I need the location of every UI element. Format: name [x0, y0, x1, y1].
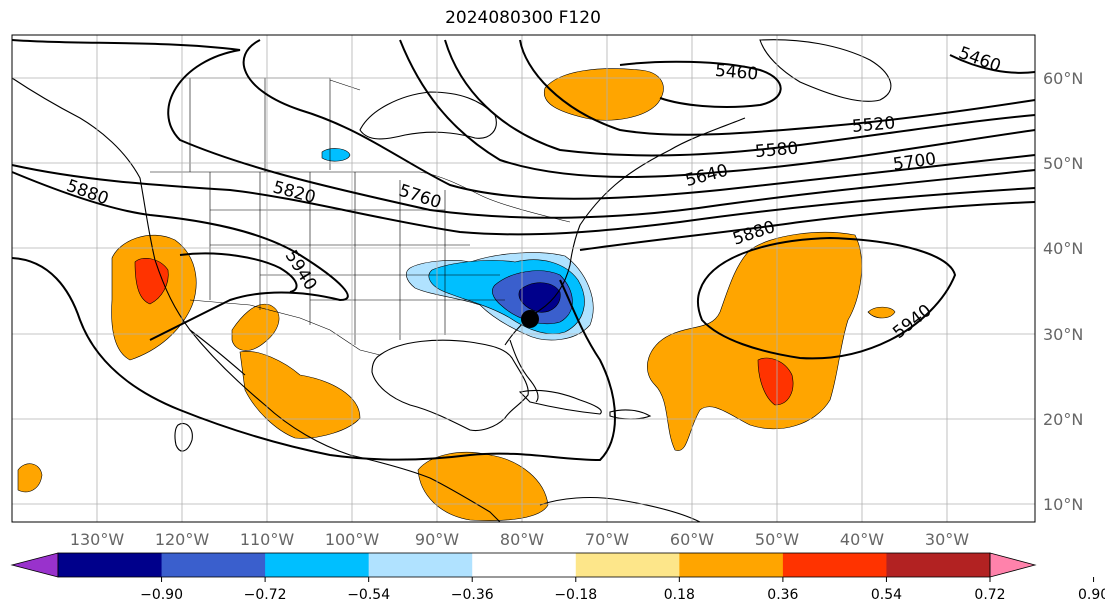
border-us-canada [150, 171, 571, 223]
lon-label: 30°W [925, 530, 969, 549]
lat-label: 20°N [1043, 410, 1083, 429]
colorbar-ticks: −0.90 −0.72 −0.54 −0.36 −0.18 0.18 0.36 0.54 0.7… [140, 577, 1105, 603]
colorbar-segment [886, 553, 991, 577]
coastline-north-america-west [11, 77, 501, 523]
lon-label: 80°W [500, 530, 544, 549]
lon-label: 130°W [70, 530, 125, 549]
lat-labels: 60°N 50°N 40°N 30°N 20°N 10°N [1043, 69, 1083, 514]
anomaly-west-us-red [134, 257, 169, 305]
contour-label-5520: 5520 [851, 113, 896, 137]
anomaly-atlantic-small [867, 306, 896, 319]
colorbar-extend-high [989, 552, 1037, 578]
map-border [11, 34, 1036, 523]
colorbar-segment [472, 553, 577, 577]
anomaly-atlantic-red [757, 357, 794, 406]
contour-5940-west [11, 252, 616, 462]
anomaly-mexico [239, 351, 361, 439]
colorbar-segment [58, 553, 163, 577]
gridlines [12, 35, 1035, 522]
contour-5640 [399, 39, 1036, 178]
coastline-gulf [371, 339, 529, 432]
contour-5760 [11, 39, 1036, 219]
contour-5460-east [949, 54, 1036, 74]
lon-label: 50°W [755, 530, 799, 549]
colorbar-segment [679, 553, 784, 577]
lat-label: 60°N [1043, 69, 1083, 88]
border-us-mexico [189, 299, 381, 356]
coastline-cuba [518, 389, 602, 415]
colorbar-segment [161, 553, 266, 577]
lon-label: 60°W [670, 530, 714, 549]
colorbar-segment [368, 553, 473, 577]
border-states [209, 172, 505, 345]
map-title: 2024080300 F120 [445, 8, 601, 28]
coastline-layer [11, 39, 892, 523]
lat-label: 10°N [1043, 495, 1083, 514]
storm-center-marker [521, 310, 539, 328]
lat-label: 40°N [1043, 239, 1083, 258]
lat-label: 50°N [1043, 154, 1083, 173]
contour-layer [11, 39, 1036, 462]
colorbar-tick-label: −0.36 [451, 587, 494, 603]
colorbar-outline [57, 552, 991, 578]
contour-5880 [11, 171, 1036, 341]
lon-label: 40°W [840, 530, 884, 549]
colorbar-segment [782, 553, 887, 577]
anomaly-pacific-small [17, 463, 43, 493]
colorbar-extend-low [10, 552, 59, 578]
lon-label: 70°W [585, 530, 629, 549]
coastline-florida [509, 339, 539, 403]
lon-label: 100°W [325, 530, 380, 549]
contour-5580 [444, 39, 1036, 157]
anomaly-fill-layer [17, 68, 896, 521]
contour-label-5580: 5580 [754, 138, 799, 162]
lat-label: 30°N [1043, 325, 1083, 344]
contour-5820 [11, 164, 1036, 236]
contour-5700 [242, 39, 1036, 200]
colorbar-tick-label: 0.36 [767, 587, 798, 603]
colorbar [10, 552, 1037, 578]
colorbar-tick-label: −0.18 [554, 587, 597, 603]
coastline-east-us [504, 117, 746, 346]
coastline-greenland [759, 39, 892, 102]
coastline-south-america [539, 497, 701, 523]
island-south [174, 422, 193, 452]
lon-label: 110°W [240, 530, 295, 549]
colorbar-tick-label: −0.72 [244, 587, 287, 603]
contour-5460-labrador [619, 60, 782, 109]
contour-5520 [519, 39, 1036, 136]
colorbar-tick-label: −0.54 [347, 587, 390, 603]
colorbar-segment [575, 553, 680, 577]
coastline-hispaniola [609, 409, 652, 420]
colorbar-tick-label: 0.54 [871, 587, 902, 603]
colorbar-tick-label: −0.90 [140, 587, 183, 603]
anomaly-canada-blue [321, 148, 351, 162]
contour-label-5460-a: 5460 [714, 61, 759, 85]
colorbar-segment [265, 553, 370, 577]
colorbar-tick-label: 0.18 [664, 587, 695, 603]
anomaly-central-america [417, 452, 549, 521]
colorbar-tick-label: 0.90 [1078, 587, 1105, 603]
coastline-hudson-bay [359, 91, 497, 140]
lon-label: 90°W [415, 530, 459, 549]
lon-labels: 130°W 120°W 110°W 100°W 90°W 80°W 70°W 6… [70, 530, 969, 549]
contour-5940-atlantic [696, 236, 957, 360]
anomaly-atlantic [647, 231, 862, 451]
colorbar-tick-label: 0.72 [974, 587, 1005, 603]
lon-label: 120°W [155, 530, 210, 549]
